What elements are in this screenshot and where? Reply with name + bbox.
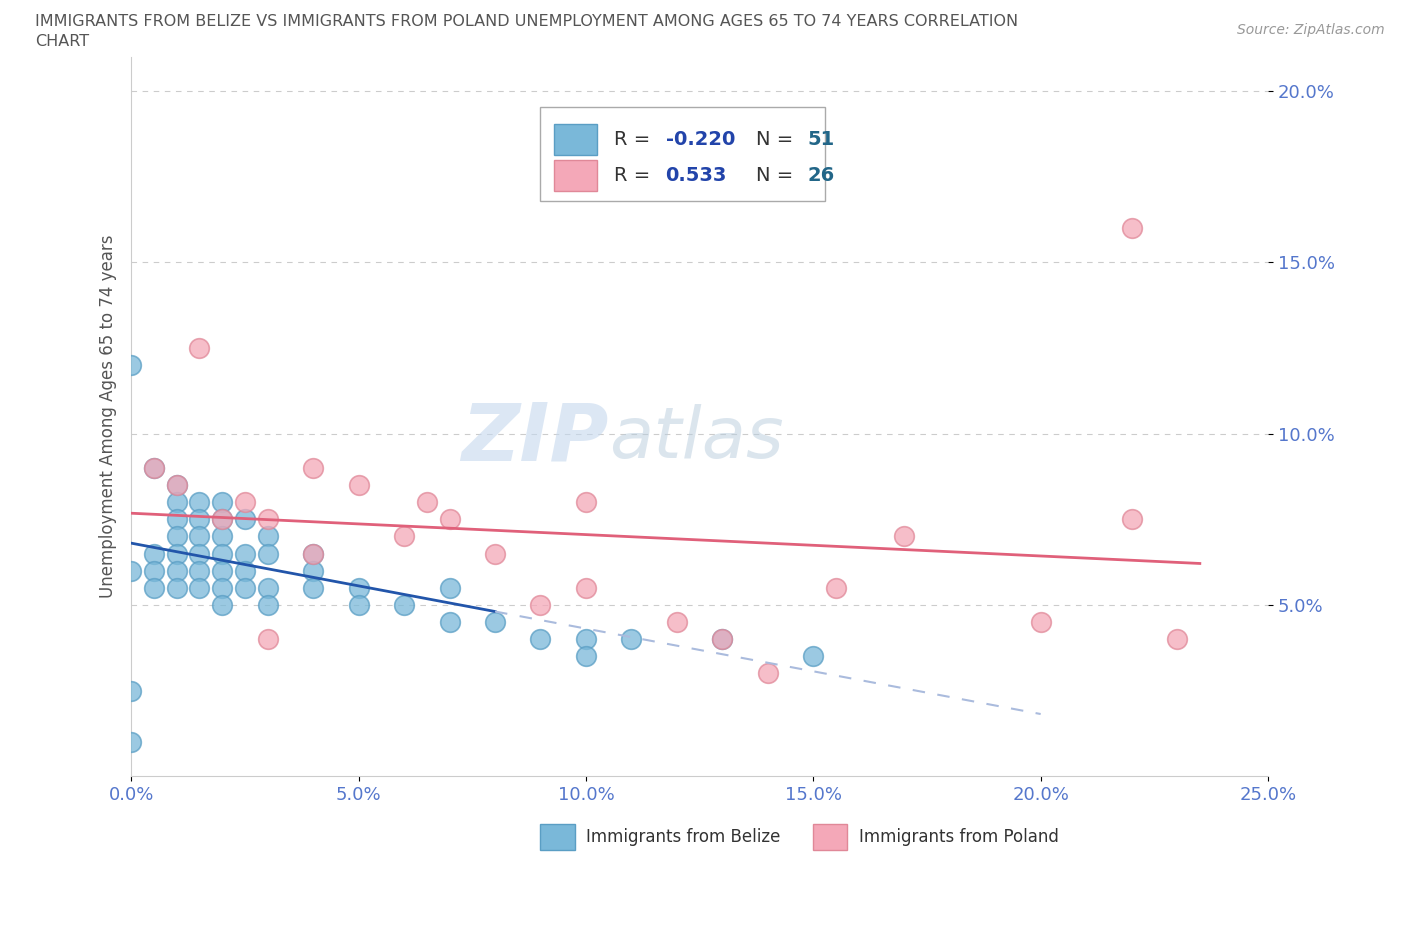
- Text: atlas: atlas: [609, 404, 783, 472]
- Y-axis label: Unemployment Among Ages 65 to 74 years: Unemployment Among Ages 65 to 74 years: [100, 234, 117, 598]
- Text: Source: ZipAtlas.com: Source: ZipAtlas.com: [1237, 23, 1385, 37]
- Text: N =: N =: [756, 166, 800, 185]
- Point: [211, 597, 233, 612]
- Point: [302, 580, 325, 595]
- Point: [188, 495, 211, 510]
- Point: [256, 580, 278, 595]
- Point: [120, 564, 142, 578]
- Point: [756, 666, 779, 681]
- Point: [188, 564, 211, 578]
- Point: [575, 631, 598, 646]
- Point: [188, 340, 211, 355]
- Point: [1166, 631, 1188, 646]
- FancyBboxPatch shape: [540, 107, 825, 201]
- Point: [166, 512, 188, 526]
- Point: [665, 615, 688, 630]
- Point: [233, 495, 256, 510]
- Point: [347, 597, 370, 612]
- Point: [211, 580, 233, 595]
- Point: [233, 564, 256, 578]
- Bar: [554, 160, 598, 192]
- Point: [120, 683, 142, 698]
- Point: [1121, 512, 1143, 526]
- Bar: [813, 824, 848, 850]
- Point: [188, 512, 211, 526]
- Point: [120, 735, 142, 750]
- Point: [166, 495, 188, 510]
- Point: [711, 631, 734, 646]
- Point: [439, 580, 461, 595]
- Point: [347, 478, 370, 493]
- Text: Immigrants from Belize: Immigrants from Belize: [586, 829, 780, 846]
- Point: [711, 631, 734, 646]
- Point: [439, 615, 461, 630]
- Point: [392, 529, 415, 544]
- Point: [166, 478, 188, 493]
- Point: [347, 580, 370, 595]
- Point: [188, 529, 211, 544]
- Point: [233, 580, 256, 595]
- Point: [211, 564, 233, 578]
- Point: [120, 358, 142, 373]
- Text: 0.533: 0.533: [665, 166, 727, 185]
- Point: [484, 546, 506, 561]
- Point: [302, 460, 325, 475]
- Point: [529, 631, 551, 646]
- Point: [893, 529, 915, 544]
- Point: [484, 615, 506, 630]
- Point: [233, 512, 256, 526]
- Point: [143, 580, 166, 595]
- Point: [302, 546, 325, 561]
- Point: [233, 546, 256, 561]
- Point: [166, 529, 188, 544]
- Text: R =: R =: [614, 130, 657, 149]
- Point: [825, 580, 848, 595]
- Point: [302, 546, 325, 561]
- Point: [166, 546, 188, 561]
- Point: [256, 529, 278, 544]
- Text: ZIP: ZIP: [461, 399, 609, 477]
- Point: [166, 564, 188, 578]
- Point: [143, 564, 166, 578]
- Point: [256, 597, 278, 612]
- Text: -0.220: -0.220: [665, 130, 735, 149]
- Text: 51: 51: [807, 130, 835, 149]
- Point: [256, 631, 278, 646]
- Point: [211, 512, 233, 526]
- Point: [439, 512, 461, 526]
- Point: [143, 460, 166, 475]
- Text: R =: R =: [614, 166, 657, 185]
- Point: [575, 649, 598, 664]
- Point: [188, 580, 211, 595]
- Point: [256, 512, 278, 526]
- Point: [211, 529, 233, 544]
- Point: [416, 495, 439, 510]
- Text: 26: 26: [807, 166, 835, 185]
- Point: [1121, 220, 1143, 235]
- Point: [256, 546, 278, 561]
- Point: [188, 546, 211, 561]
- Text: CHART: CHART: [35, 34, 89, 49]
- Point: [392, 597, 415, 612]
- Text: Immigrants from Poland: Immigrants from Poland: [859, 829, 1059, 846]
- Point: [211, 495, 233, 510]
- Point: [166, 478, 188, 493]
- Point: [1029, 615, 1052, 630]
- Point: [143, 460, 166, 475]
- Point: [529, 597, 551, 612]
- Point: [211, 546, 233, 561]
- Point: [801, 649, 824, 664]
- Point: [302, 564, 325, 578]
- Point: [620, 631, 643, 646]
- Bar: [554, 124, 598, 155]
- Point: [166, 580, 188, 595]
- Point: [575, 495, 598, 510]
- Text: IMMIGRANTS FROM BELIZE VS IMMIGRANTS FROM POLAND UNEMPLOYMENT AMONG AGES 65 TO 7: IMMIGRANTS FROM BELIZE VS IMMIGRANTS FRO…: [35, 14, 1018, 29]
- Bar: [540, 824, 575, 850]
- Text: N =: N =: [756, 130, 800, 149]
- Point: [143, 546, 166, 561]
- Point: [211, 512, 233, 526]
- Point: [575, 580, 598, 595]
